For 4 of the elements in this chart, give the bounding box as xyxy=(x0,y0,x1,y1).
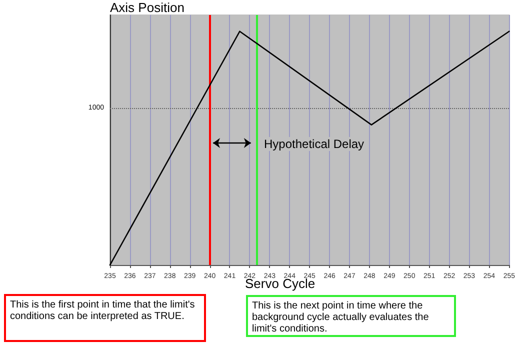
text: This is the first point in time that the limit's conditions can be interpreted as TRUE. xyxy=(10,299,198,322)
text: This is the next point in time where the background cycle actually evaluates the limit's conditions. xyxy=(252,300,432,334)
annotation: Hypothetical Delay xyxy=(264,137,364,151)
y-axis-title: Axis Position xyxy=(110,0,184,15)
